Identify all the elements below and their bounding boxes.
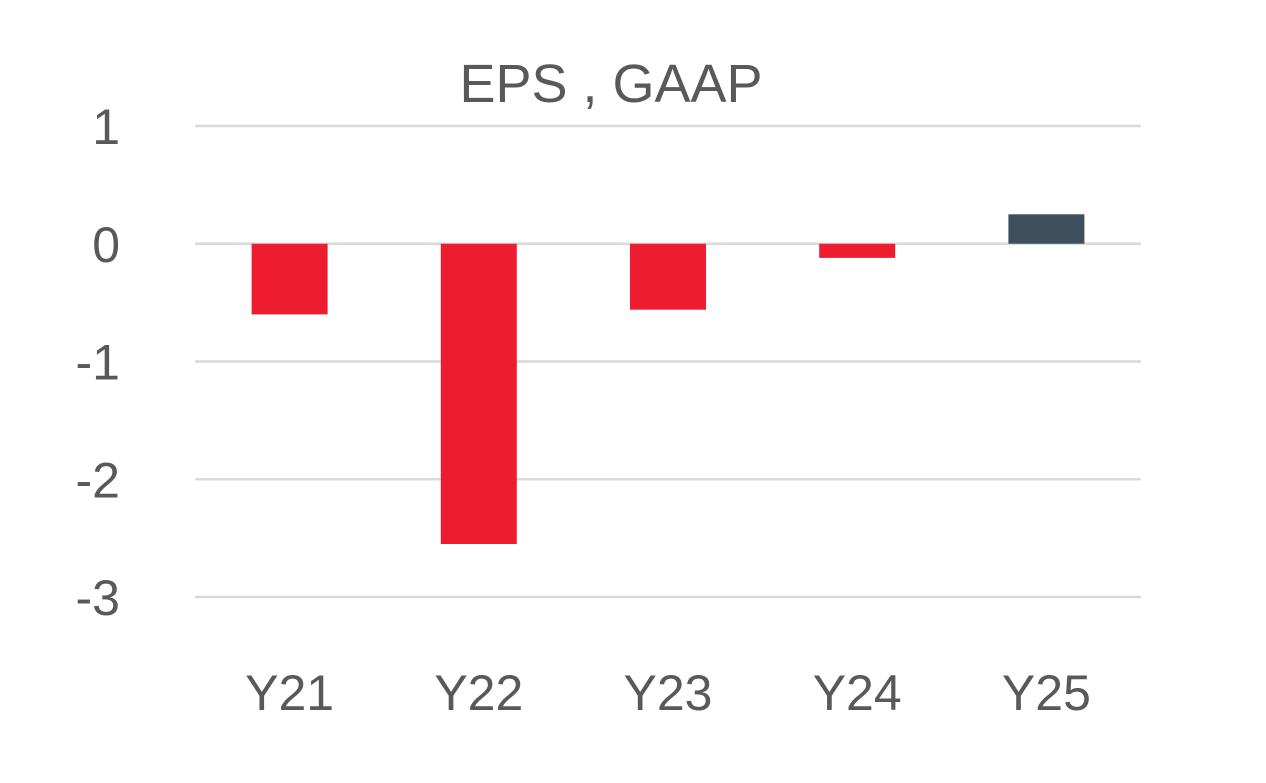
- y-axis-tick-labels: 1 0 -1 -2 -3: [76, 99, 120, 626]
- bar-y23: [630, 243, 706, 310]
- y-tick-label: 1: [92, 99, 120, 155]
- bar-y24: [819, 243, 896, 258]
- bars: [251, 214, 1085, 545]
- gridlines: [195, 124, 1141, 599]
- bar-y25: [1008, 214, 1085, 244]
- y-tick-label: 0: [92, 217, 120, 273]
- y-tick-label: -3: [76, 570, 120, 626]
- bar-y21: [251, 243, 328, 315]
- chart-title: EPS , GAAP: [459, 54, 762, 114]
- y-tick-label: -1: [76, 335, 120, 391]
- x-category-label: Y25: [1002, 665, 1091, 721]
- x-category-label: Y24: [813, 665, 902, 721]
- y-tick-label: -2: [76, 452, 120, 508]
- x-category-label: Y23: [624, 665, 713, 721]
- x-category-label: Y21: [245, 665, 334, 721]
- x-axis-category-labels: Y21 Y22 Y23 Y24 Y25: [245, 665, 1091, 721]
- x-category-label: Y22: [434, 665, 523, 721]
- bar-y22: [440, 243, 517, 545]
